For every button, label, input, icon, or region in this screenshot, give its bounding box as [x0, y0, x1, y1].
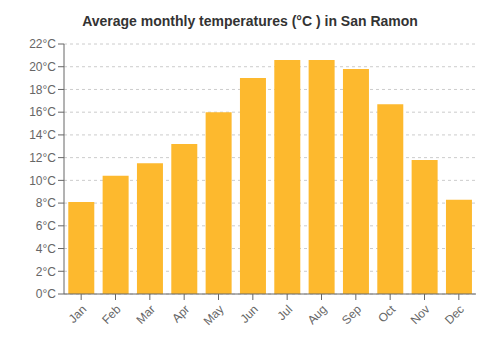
svg-text:May: May [201, 302, 227, 328]
svg-text:Oct: Oct [375, 302, 399, 326]
svg-text:Mar: Mar [133, 302, 158, 327]
html-text:Average monthly temperatures (: Average monthly temperatures (°C ) in Sa… [82, 13, 418, 29]
svg-text:Feb: Feb [99, 302, 124, 327]
svg-text:2°C: 2°C [36, 265, 56, 279]
svg-text:Dec: Dec [442, 302, 467, 327]
svg-text:14°C: 14°C [29, 128, 56, 142]
svg-text:10°C: 10°C [29, 174, 56, 188]
svg-text:20°C: 20°C [29, 60, 56, 74]
svg-text:4°C: 4°C [36, 242, 56, 256]
svg-text:Aug: Aug [305, 302, 330, 327]
svg-text:Nov: Nov [408, 302, 433, 327]
svg-text:Jun: Jun [237, 302, 261, 326]
svg-text:Jul: Jul [275, 302, 296, 323]
svg-text:8°C: 8°C [36, 196, 56, 210]
svg-text:0°C: 0°C [36, 287, 56, 301]
svg-text:16°C: 16°C [29, 105, 56, 119]
svg-text:18°C: 18°C [29, 83, 56, 97]
svg-text:Apr: Apr [169, 302, 192, 325]
svg-text:12°C: 12°C [29, 151, 56, 165]
svg-text:Jan: Jan [66, 302, 90, 326]
svg-text:Sep: Sep [339, 302, 364, 327]
svg-text:22°C: 22°C [29, 37, 56, 51]
svg-text:6°C: 6°C [36, 219, 56, 233]
